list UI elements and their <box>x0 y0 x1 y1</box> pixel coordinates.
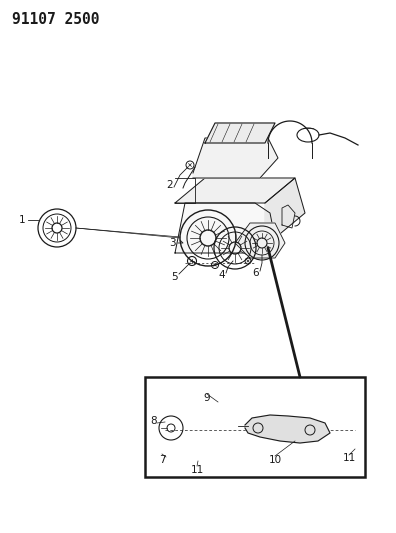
Text: 1: 1 <box>19 215 25 225</box>
Polygon shape <box>175 178 295 203</box>
Polygon shape <box>175 203 275 253</box>
Polygon shape <box>265 178 305 253</box>
Text: 6: 6 <box>253 268 259 278</box>
Text: 9: 9 <box>204 393 210 403</box>
Polygon shape <box>193 138 278 178</box>
Text: 2: 2 <box>167 180 173 190</box>
Text: 3: 3 <box>169 238 175 248</box>
Text: 7: 7 <box>159 455 165 465</box>
Text: 10: 10 <box>268 455 282 465</box>
Text: 8: 8 <box>151 416 157 426</box>
Text: 91107 2500: 91107 2500 <box>12 12 99 27</box>
Text: 5: 5 <box>172 272 178 282</box>
Bar <box>145 377 365 477</box>
Polygon shape <box>235 223 285 258</box>
Text: 11: 11 <box>343 453 356 463</box>
Text: 4: 4 <box>219 270 225 280</box>
Polygon shape <box>245 415 330 443</box>
Text: 11: 11 <box>190 465 204 475</box>
Polygon shape <box>205 123 275 143</box>
